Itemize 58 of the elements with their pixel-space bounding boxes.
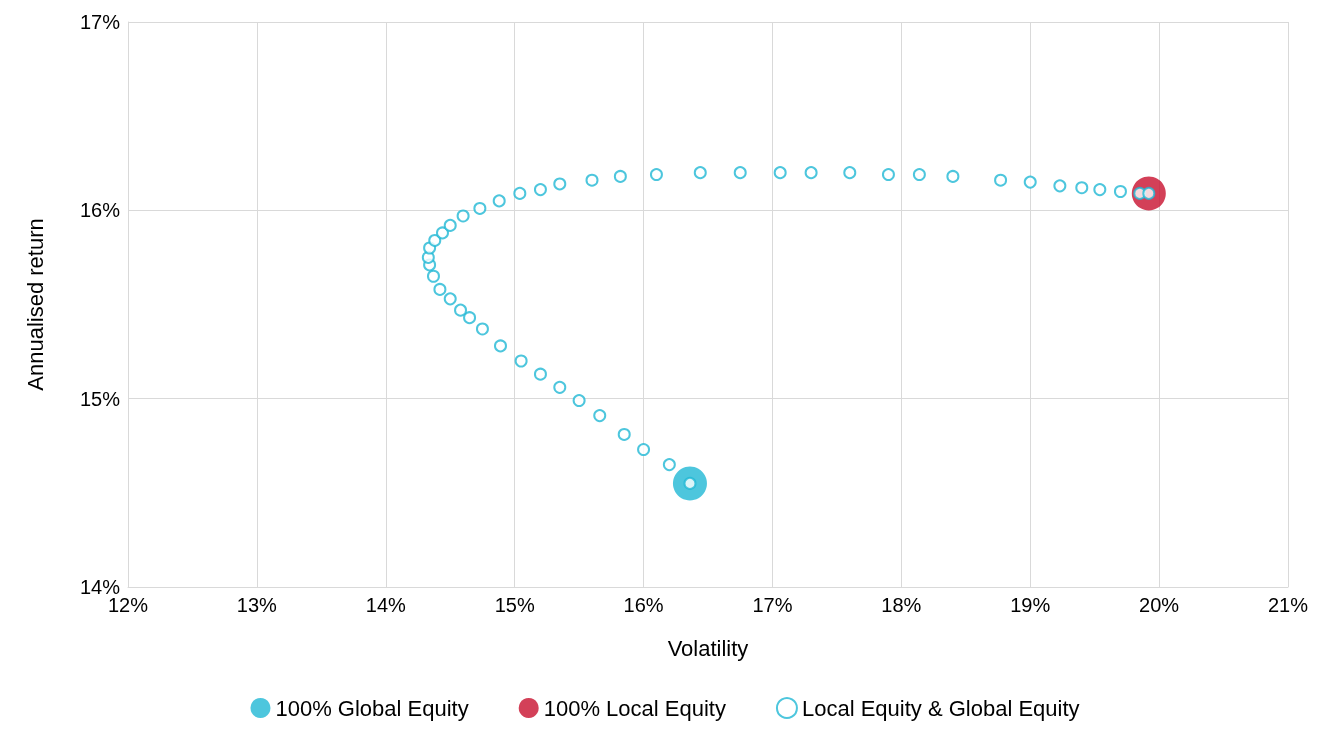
- point: [1053, 179, 1067, 193]
- legend-label: 100% Global Equity: [275, 695, 469, 721]
- point: [514, 354, 528, 368]
- point: [662, 458, 676, 472]
- point: [426, 269, 440, 283]
- point: [513, 186, 527, 200]
- y-tick-label: 16%: [79, 199, 121, 222]
- point: [433, 282, 447, 296]
- x-tick-label: 16%: [623, 594, 664, 616]
- x-tick-label: 15%: [494, 594, 535, 616]
- point: [473, 201, 487, 215]
- point: [585, 173, 599, 187]
- x-tick-label: 18%: [881, 594, 922, 616]
- point: [1093, 183, 1107, 197]
- point: [443, 292, 457, 306]
- point: [533, 367, 547, 381]
- point: [553, 177, 567, 191]
- x-tick-label: 21%: [1267, 594, 1309, 616]
- point: [454, 303, 468, 317]
- point: [494, 339, 507, 353]
- x-tick-label: 19%: [1010, 594, 1051, 616]
- point: [443, 218, 457, 232]
- point: [946, 169, 960, 183]
- point: [436, 226, 449, 240]
- legend-label: 100% Local Equity: [543, 695, 726, 721]
- point: [773, 166, 787, 180]
- point: [881, 168, 895, 182]
- point: [733, 166, 747, 180]
- point: [572, 394, 586, 408]
- point: [533, 183, 547, 197]
- y-tick-label: 15%: [79, 387, 121, 410]
- point: [475, 322, 489, 336]
- point: [1023, 175, 1037, 189]
- x-tick-label: 14%: [365, 594, 407, 616]
- x-tick-label: 13%: [236, 594, 278, 616]
- point: [994, 173, 1008, 187]
- point: [1113, 185, 1127, 198]
- point: [804, 166, 818, 180]
- legend-label: Local Equity & Global Equity: [801, 695, 1080, 721]
- x-tick-label: 20%: [1139, 594, 1180, 616]
- x-axis-title: Volatility: [667, 635, 749, 661]
- point: [613, 169, 627, 183]
- point: [649, 168, 663, 182]
- point: [492, 194, 506, 208]
- point: [617, 427, 631, 441]
- point: [843, 166, 857, 180]
- y-tick-label: 17%: [79, 11, 121, 33]
- point: [637, 443, 651, 457]
- point: [553, 380, 567, 394]
- point: [593, 409, 607, 423]
- point: [1075, 181, 1089, 195]
- point: [912, 168, 926, 182]
- point: [693, 166, 707, 180]
- point: [428, 233, 442, 247]
- y-axis-title: Annualised return: [22, 218, 48, 391]
- point: [463, 311, 477, 325]
- x-tick-label: 17%: [752, 594, 793, 616]
- point: [456, 209, 470, 223]
